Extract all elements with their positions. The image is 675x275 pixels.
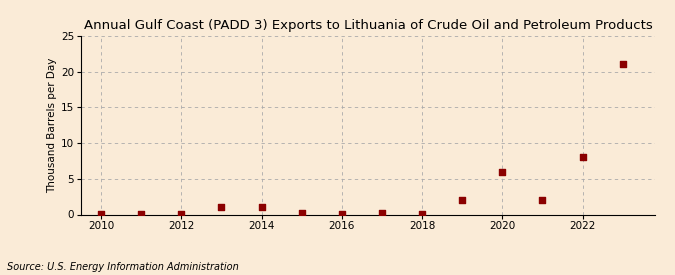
Y-axis label: Thousand Barrels per Day: Thousand Barrels per Day xyxy=(47,57,57,193)
Point xyxy=(617,62,628,67)
Text: Source: U.S. Energy Information Administration: Source: U.S. Energy Information Administ… xyxy=(7,262,238,272)
Title: Annual Gulf Coast (PADD 3) Exports to Lithuania of Crude Oil and Petroleum Produ: Annual Gulf Coast (PADD 3) Exports to Li… xyxy=(84,19,652,32)
Point xyxy=(296,211,307,216)
Point xyxy=(136,212,146,216)
Point xyxy=(377,211,387,215)
Point xyxy=(457,198,468,202)
Point xyxy=(537,198,548,202)
Point xyxy=(216,205,227,210)
Point xyxy=(497,169,508,174)
Point xyxy=(256,205,267,210)
Point xyxy=(176,212,187,216)
Point xyxy=(96,212,107,216)
Point xyxy=(416,212,427,216)
Point xyxy=(336,212,347,216)
Point xyxy=(577,155,588,160)
